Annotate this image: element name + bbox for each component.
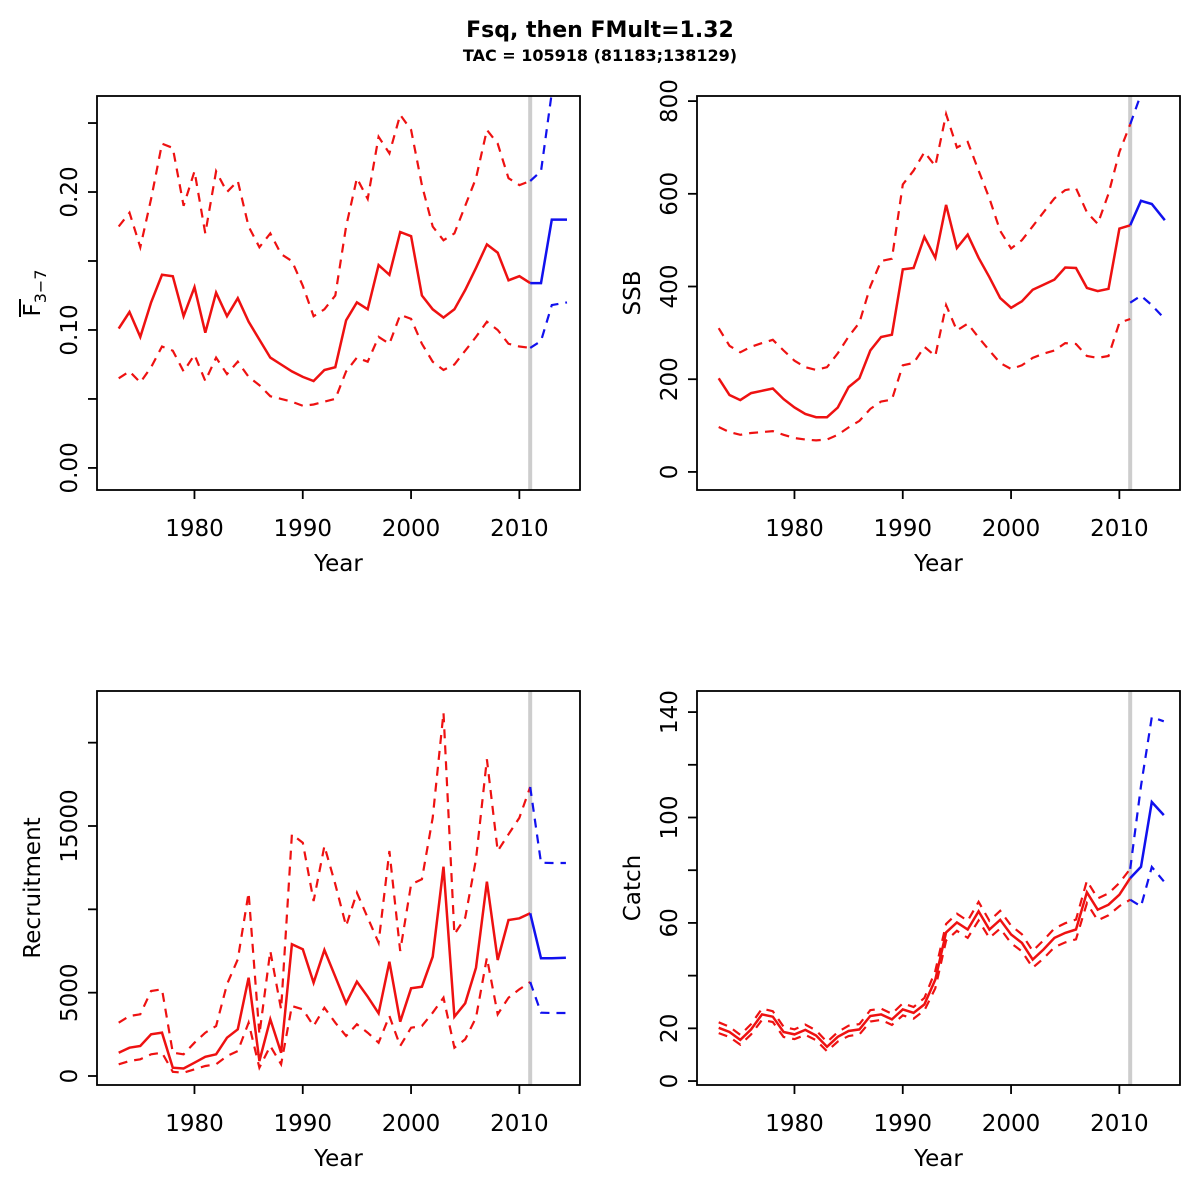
y-tick-label: 0 — [57, 1069, 83, 1084]
x-tick-label: 2010 — [1090, 516, 1149, 542]
y-tick-label: 600 — [657, 172, 683, 216]
figure-title: Fsq, then FMult=1.32 — [466, 18, 734, 43]
ssb-projection-upper-ci-line — [1129, 96, 1142, 125]
y-tick-label: 0 — [657, 465, 683, 480]
svg-text:600: 600 — [657, 172, 683, 216]
panel-recruitment: 1980 1990 2000 2010 0 5000 15000 Year Recruitmen… — [20, 690, 581, 1172]
recruitment-projection-lower-ci-line — [529, 981, 566, 1015]
x-axis-title: Year — [313, 551, 363, 577]
y-tick-label: 100 — [657, 796, 683, 840]
x-tick-label: 1990 — [873, 516, 932, 542]
panel-ssb: 1980 1990 2000 2010 0 200 400 600 800 Year SSB — [620, 79, 1181, 577]
plot-area — [117, 96, 568, 490]
recruitment-upper-ci-line — [118, 712, 532, 1056]
x-tick-label: 1980 — [165, 1111, 224, 1137]
svg-text:100: 100 — [657, 796, 683, 840]
ssb-median-line — [717, 204, 1131, 419]
svg-text:SSB: SSB — [620, 271, 646, 316]
x-tick-label: 1990 — [273, 1111, 332, 1137]
y-axis-title: Recruitment — [20, 817, 46, 958]
svg-text:800: 800 — [657, 79, 683, 123]
y-tick-label: 800 — [657, 79, 683, 123]
svg-text:60: 60 — [657, 908, 683, 937]
svg-text:0: 0 — [657, 1074, 683, 1089]
fbar-median-line — [117, 230, 531, 383]
fbar-projection-upper-ci-line — [529, 96, 553, 182]
svg-text:0.20: 0.20 — [57, 166, 83, 217]
x-tick-label: 2000 — [382, 516, 441, 542]
catch-projection-median-line — [1129, 799, 1165, 879]
svg-text:15000: 15000 — [57, 789, 83, 862]
plot-area — [717, 96, 1166, 490]
x-tick-label: 2010 — [490, 516, 549, 542]
svg-text:0: 0 — [57, 1069, 83, 1084]
y-tick-label: 20 — [657, 1014, 683, 1043]
plot-box — [96, 95, 581, 491]
x-axis-title: Year — [313, 1146, 363, 1172]
y-tick-label: 0.00 — [57, 442, 83, 493]
recruitment-median-line — [118, 866, 531, 1070]
plot-area — [118, 691, 566, 1085]
recruitment-lower-ci-line — [118, 957, 531, 1074]
x-tick-label: 1980 — [765, 1111, 824, 1137]
svg-text:Catch: Catch — [620, 855, 646, 921]
x-tick-label: 2000 — [382, 1111, 441, 1137]
svg-text:0: 0 — [657, 465, 683, 480]
y-tick-label: 140 — [657, 690, 683, 734]
svg-text:5000: 5000 — [57, 963, 83, 1022]
y-axis-title: SSB — [620, 271, 646, 316]
catch-projection-lower-ci-line — [1129, 864, 1165, 909]
svg-text:Recruitment: Recruitment — [20, 817, 46, 958]
fbar-lower-ci-line — [118, 313, 531, 407]
x-tick-label: 2000 — [982, 516, 1041, 542]
recruitment-projection-median-line — [528, 913, 566, 960]
x-tick-label: 1980 — [165, 516, 224, 542]
y-tick-label: 0.20 — [57, 166, 83, 217]
fbar-upper-ci-line — [117, 112, 531, 318]
y-tick-label: 200 — [657, 357, 683, 401]
y-axis-title: Catch — [620, 855, 646, 921]
svg-text:20: 20 — [657, 1014, 683, 1043]
catch-upper-ci-line — [718, 868, 1132, 1044]
ssb-projection-lower-ci-line — [1129, 294, 1166, 320]
ssb-upper-ci-line — [717, 109, 1132, 372]
x-tick-label: 1990 — [873, 1111, 932, 1137]
y-axis-title: F3−7 — [19, 270, 50, 317]
catch-median-line — [718, 877, 1132, 1049]
ssb-projection-median-line — [1129, 199, 1166, 226]
y-tick-label: 0.10 — [57, 304, 83, 355]
ssb-lower-ci-line — [718, 301, 1131, 442]
svg-text:200: 200 — [657, 357, 683, 401]
plot-area — [718, 691, 1165, 1085]
fbar-projection-lower-ci-line — [529, 301, 568, 349]
panel-catch: 1980 1990 2000 2010 0 20 60 100 140 Year Catch — [620, 690, 1181, 1172]
x-tick-label: 2000 — [982, 1111, 1041, 1137]
y-tick-label: 5000 — [57, 963, 83, 1022]
fbar-projection-median-line — [530, 218, 567, 285]
catch-projection-upper-ci-line — [1129, 715, 1165, 870]
y-tick-label: 60 — [657, 908, 683, 937]
x-tick-label: 1980 — [765, 516, 824, 542]
plot-box — [696, 690, 1181, 1086]
y-tick-label: 15000 — [57, 789, 83, 862]
x-tick-label: 2010 — [1090, 1111, 1149, 1137]
plot-box — [696, 95, 1181, 491]
svg-text:400: 400 — [657, 265, 683, 309]
panel-fbar: 1980 1990 2000 2010 0.00 0.10 0.20 Year F3−7 — [19, 95, 581, 577]
recruitment-projection-upper-ci-line — [529, 786, 566, 865]
x-tick-label: 1990 — [273, 516, 332, 542]
svg-text:0.00: 0.00 — [57, 442, 83, 493]
x-tick-label: 2010 — [490, 1111, 549, 1137]
catch-lower-ci-line — [718, 898, 1131, 1053]
figure-subtitle: TAC = 105918 (81183;138129) — [462, 46, 738, 65]
svg-text:0.10: 0.10 — [57, 304, 83, 355]
plot-box — [96, 690, 581, 1086]
svg-text:F3−7: F3−7 — [20, 270, 50, 317]
x-axis-title: Year — [913, 551, 963, 577]
x-axis-title: Year — [913, 1146, 963, 1172]
y-tick-label: 400 — [657, 265, 683, 309]
svg-text:140: 140 — [657, 690, 683, 734]
y-tick-label: 0 — [657, 1074, 683, 1089]
